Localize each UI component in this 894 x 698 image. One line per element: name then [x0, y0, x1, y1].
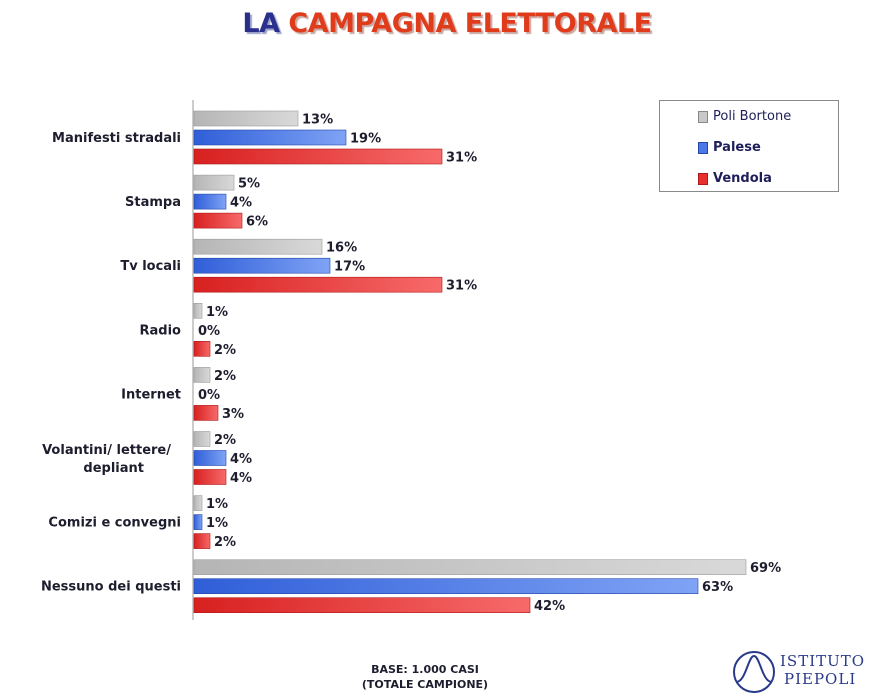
value-label-poli-bortone-nessuno-dei-questi: 69% — [750, 561, 781, 576]
category-label-tv-locali: Tv locali — [120, 259, 181, 274]
value-label-palese-comizi-e-convegni: 1% — [206, 516, 228, 531]
bar-vendola-radio — [193, 340, 211, 357]
bar-poli-bortone-volantini-lettere-depliant — [193, 431, 211, 447]
value-label-palese-nessuno-dei-questi: 63% — [702, 580, 733, 595]
bar-poli-bortone-stampa — [193, 174, 235, 191]
istituto-piepoli-logo: ISTITUTO PIEPOLI — [730, 648, 880, 694]
legend-item-vendola: Vendola — [698, 171, 772, 186]
base-note-line-2: (TOTALE CAMPIONE) — [361, 678, 489, 691]
bar-vendola-volantini-lettere-depliant — [193, 469, 227, 485]
bar-vendola-manifesti-stradali — [193, 148, 443, 165]
base-note: BASE: 1.000 CASI (TOTALE CAMPIONE) — [310, 662, 540, 692]
value-label-poli-bortone-tv-locali: 16% — [326, 241, 357, 256]
bar-poli-bortone-comizi-e-convegni — [193, 495, 203, 511]
value-label-palese-volantini-lettere-depliant: 4% — [230, 452, 252, 467]
bar-palese-volantini-lettere-depliant — [193, 450, 227, 466]
value-label-palese-manifesti-stradali: 19% — [350, 132, 381, 147]
value-label-poli-bortone-radio: 1% — [206, 305, 228, 320]
bar-vendola-internet — [193, 405, 219, 421]
value-label-palese-radio: 0% — [198, 324, 220, 339]
value-label-vendola-internet: 3% — [222, 407, 244, 422]
bar-palese-tv-locali — [193, 257, 331, 274]
bar-palese-comizi-e-convegni — [193, 514, 203, 530]
value-label-vendola-volantini-lettere-depliant: 4% — [230, 471, 252, 486]
category-label-internet: Internet — [121, 387, 181, 402]
title-part-1: LA — [242, 8, 280, 39]
value-label-poli-bortone-internet: 2% — [214, 369, 236, 384]
category-label-comizi-e-convegni: Comizi e convegni — [48, 516, 181, 531]
bar-palese-manifesti-stradali — [193, 129, 347, 146]
bar-vendola-nessuno-dei-questi — [193, 597, 531, 614]
bar-poli-bortone-tv-locali — [193, 238, 323, 255]
bar-vendola-tv-locali — [193, 276, 443, 293]
legend-label-poli-bortone: Poli Bortone — [713, 109, 792, 124]
bar-vendola-stampa — [193, 212, 243, 229]
value-label-vendola-tv-locali: 31% — [446, 279, 477, 294]
bar-palese-nessuno-dei-questi — [193, 578, 699, 595]
value-label-vendola-stampa: 6% — [246, 215, 268, 230]
base-note-line-1: BASE: 1.000 CASI — [371, 663, 479, 676]
value-label-vendola-nessuno-dei-questi: 42% — [534, 599, 565, 614]
legend-item-palese: Palese — [698, 140, 761, 155]
category-label-manifesti-stradali: Manifesti stradali — [52, 131, 181, 146]
value-label-poli-bortone-comizi-e-convegni: 1% — [206, 497, 228, 512]
legend-swatch-palese — [698, 141, 708, 154]
value-label-poli-bortone-stampa: 5% — [238, 177, 260, 192]
value-label-palese-stampa: 4% — [230, 196, 252, 211]
category-label-volantini-lettere-depliant: Volantini/ lettere/depliant — [42, 443, 171, 476]
legend-item-poli-bortone: Poli Bortone — [698, 109, 791, 124]
value-label-vendola-comizi-e-convegni: 2% — [214, 535, 236, 550]
value-label-palese-internet: 0% — [198, 388, 220, 403]
value-label-poli-bortone-volantini-lettere-depliant: 2% — [214, 433, 236, 448]
value-label-vendola-radio: 2% — [214, 343, 236, 358]
legend-swatch-vendola — [698, 172, 708, 185]
chart-title: LA CAMPAGNA ELETTORALE — [0, 8, 894, 39]
legend-label-palese: Palese — [713, 140, 761, 155]
legend: Poli Bortone Palese Vendola — [659, 100, 839, 192]
bar-palese-stampa — [193, 193, 227, 210]
logo-line-2: PIEPOLI — [784, 670, 857, 688]
legend-swatch-poli-bortone — [698, 110, 708, 123]
bar-poli-bortone-manifesti-stradali — [193, 110, 299, 127]
bar-vendola-comizi-e-convegni — [193, 533, 211, 549]
bar-poli-bortone-radio — [193, 302, 203, 319]
title-part-2: CAMPAGNA ELETTORALE — [288, 8, 652, 39]
bars-layer: Manifesti stradali 13% 19% 31% Stampa 5% 4% 6% T… — [41, 110, 781, 614]
category-label-radio: Radio — [140, 323, 182, 338]
value-label-poli-bortone-manifesti-stradali: 13% — [302, 113, 333, 128]
value-label-vendola-manifesti-stradali: 31% — [446, 151, 477, 166]
value-label-palese-tv-locali: 17% — [334, 260, 365, 275]
logo-line-1: ISTITUTO — [780, 652, 866, 670]
logo-bell-curve-icon — [733, 651, 775, 693]
bar-poli-bortone-nessuno-dei-questi — [193, 559, 747, 576]
bar-poli-bortone-internet — [193, 367, 211, 383]
category-label-stampa: Stampa — [125, 195, 181, 210]
legend-label-vendola: Vendola — [713, 171, 772, 186]
category-label-nessuno-dei-questi: Nessuno dei questi — [41, 580, 181, 595]
